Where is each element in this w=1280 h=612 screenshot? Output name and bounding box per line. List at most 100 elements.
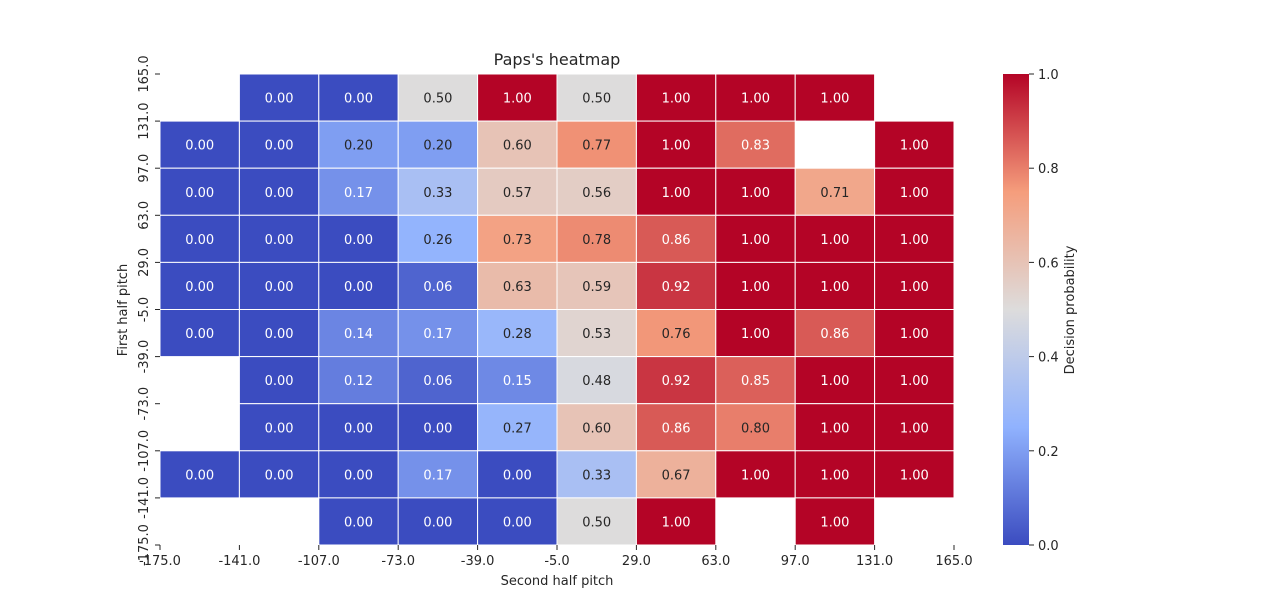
heatmap-cell bbox=[556, 309, 637, 358]
heatmap-cell bbox=[874, 450, 955, 499]
heatmap-cell bbox=[715, 167, 796, 216]
cell-value-label: 0.00 bbox=[344, 515, 373, 530]
colorbar-ticks: 0.0 0.2 0.4 0.6 0.8 1.0 bbox=[1029, 68, 1059, 554]
cell-value-label: 0.00 bbox=[265, 92, 294, 107]
cell-value-label: 0.00 bbox=[185, 468, 214, 483]
cell-value-label: 0.00 bbox=[423, 421, 452, 436]
cell-value-label: 0.33 bbox=[423, 186, 452, 201]
cell-value-label: 1.00 bbox=[820, 515, 849, 530]
heatmap-cell bbox=[477, 261, 558, 310]
cell-value-label: 0.92 bbox=[662, 280, 691, 295]
cell-value-label: 0.17 bbox=[344, 186, 373, 201]
heatmap-cell bbox=[794, 450, 876, 499]
cell-value-label: 1.00 bbox=[741, 186, 770, 201]
cell-value-label: 0.67 bbox=[662, 468, 691, 483]
x-tick-label: -39.0 bbox=[461, 554, 495, 569]
heatmap-cell bbox=[318, 356, 399, 405]
cell-value-label: 1.00 bbox=[900, 327, 929, 342]
heatmap-cell bbox=[715, 309, 796, 358]
heatmap-cell bbox=[159, 214, 240, 263]
heatmap-cell bbox=[397, 403, 479, 452]
cell-value-label: 0.78 bbox=[582, 233, 611, 248]
cell-value-label: 0.63 bbox=[503, 280, 532, 295]
heatmap-cell bbox=[874, 120, 955, 169]
heatmap-cell bbox=[635, 450, 717, 499]
y-tick-label: 63.0 bbox=[137, 201, 152, 230]
chart-title: Paps's heatmap bbox=[494, 50, 621, 69]
heatmap-cell bbox=[238, 309, 320, 358]
y-tick-label: -175.0 bbox=[137, 524, 152, 566]
heatmap-cell bbox=[635, 497, 717, 546]
cell-value-label: 1.00 bbox=[900, 421, 929, 436]
x-tick-label: -107.0 bbox=[298, 554, 340, 569]
heatmap-cell bbox=[715, 356, 796, 405]
cell-value-label: 0.00 bbox=[344, 421, 373, 436]
heatmap-cell bbox=[635, 73, 717, 122]
heatmap-cell bbox=[635, 309, 717, 358]
heatmap-cell bbox=[715, 403, 796, 452]
x-tick-label: 29.0 bbox=[622, 554, 651, 569]
cell-value-label: 0.00 bbox=[265, 421, 294, 436]
cell-value-label: 0.50 bbox=[423, 92, 452, 107]
cell-value-label: 0.59 bbox=[582, 280, 611, 295]
x-tick-label: -141.0 bbox=[218, 554, 260, 569]
cell-value-label: 0.86 bbox=[662, 233, 691, 248]
cell-value-label: 0.48 bbox=[582, 374, 611, 389]
y-tick-label: -73.0 bbox=[137, 387, 152, 421]
cell-value-label: 0.71 bbox=[820, 186, 849, 201]
cell-value-label: 0.00 bbox=[265, 186, 294, 201]
cell-value-label: 0.33 bbox=[582, 468, 611, 483]
colorbar-tick-label: 1.0 bbox=[1038, 68, 1059, 83]
cell-value-label: 0.86 bbox=[820, 327, 849, 342]
heatmap-cell bbox=[159, 450, 240, 499]
cell-value-label: 0.92 bbox=[662, 374, 691, 389]
y-tick-label: -107.0 bbox=[137, 430, 152, 472]
heatmap-cell bbox=[397, 73, 479, 122]
heatmap-cell bbox=[715, 120, 796, 169]
heatmap-cell bbox=[318, 497, 399, 546]
heatmap-cell bbox=[318, 450, 399, 499]
cell-value-label: 1.00 bbox=[900, 186, 929, 201]
heatmap-cell bbox=[238, 450, 320, 499]
cell-value-label: 0.00 bbox=[185, 139, 214, 154]
cell-value-label: 0.53 bbox=[582, 327, 611, 342]
heatmap-cell bbox=[715, 261, 796, 310]
cell-value-label: 1.00 bbox=[741, 468, 770, 483]
cell-value-label: 0.17 bbox=[423, 468, 452, 483]
cell-value-label: 0.12 bbox=[344, 374, 373, 389]
heatmap-cell bbox=[397, 497, 479, 546]
cell-value-label: 0.00 bbox=[185, 327, 214, 342]
cell-value-label: 1.00 bbox=[741, 233, 770, 248]
heatmap-cells: 0.00 0.00 0.50 1.00 0.50 1.00 1.00 1.00 0.00 0.00… bbox=[159, 73, 955, 546]
heatmap-cell bbox=[794, 497, 876, 546]
cell-value-label: 0.00 bbox=[503, 468, 532, 483]
heatmap-cell bbox=[477, 356, 558, 405]
colorbar-tick-label: 0.2 bbox=[1038, 445, 1059, 460]
heatmap-cell bbox=[397, 120, 479, 169]
cell-value-label: 0.06 bbox=[423, 374, 452, 389]
cell-value-label: 1.00 bbox=[820, 233, 849, 248]
cell-value-label: 1.00 bbox=[662, 139, 691, 154]
cell-value-label: 0.00 bbox=[265, 280, 294, 295]
y-tick-label: -141.0 bbox=[137, 477, 152, 519]
heatmap-cell bbox=[556, 497, 637, 546]
cell-value-label: 0.00 bbox=[344, 233, 373, 248]
cell-value-label: 0.60 bbox=[582, 421, 611, 436]
y-tick-label: 165.0 bbox=[137, 55, 152, 92]
heatmap-cell bbox=[238, 261, 320, 310]
heatmap-cell bbox=[238, 73, 320, 122]
cell-value-label: 0.60 bbox=[503, 139, 532, 154]
heatmap-cell bbox=[318, 73, 399, 122]
cell-value-label: 1.00 bbox=[820, 421, 849, 436]
cell-value-label: 1.00 bbox=[503, 92, 532, 107]
x-tick-label: 165.0 bbox=[935, 554, 972, 569]
cell-value-label: 1.00 bbox=[900, 233, 929, 248]
heatmap-cell bbox=[556, 450, 637, 499]
cell-value-label: 1.00 bbox=[820, 92, 849, 107]
cell-value-label: 0.00 bbox=[265, 233, 294, 248]
cell-value-label: 0.85 bbox=[741, 374, 770, 389]
x-axis-label: Second half pitch bbox=[501, 574, 614, 589]
heatmap-cell bbox=[874, 403, 955, 452]
y-axis: 165.0 131.0 97.0 63.0 29.0 -5.0 -39.0 -73.0 -107… bbox=[137, 55, 160, 566]
cell-value-label: 0.00 bbox=[265, 374, 294, 389]
